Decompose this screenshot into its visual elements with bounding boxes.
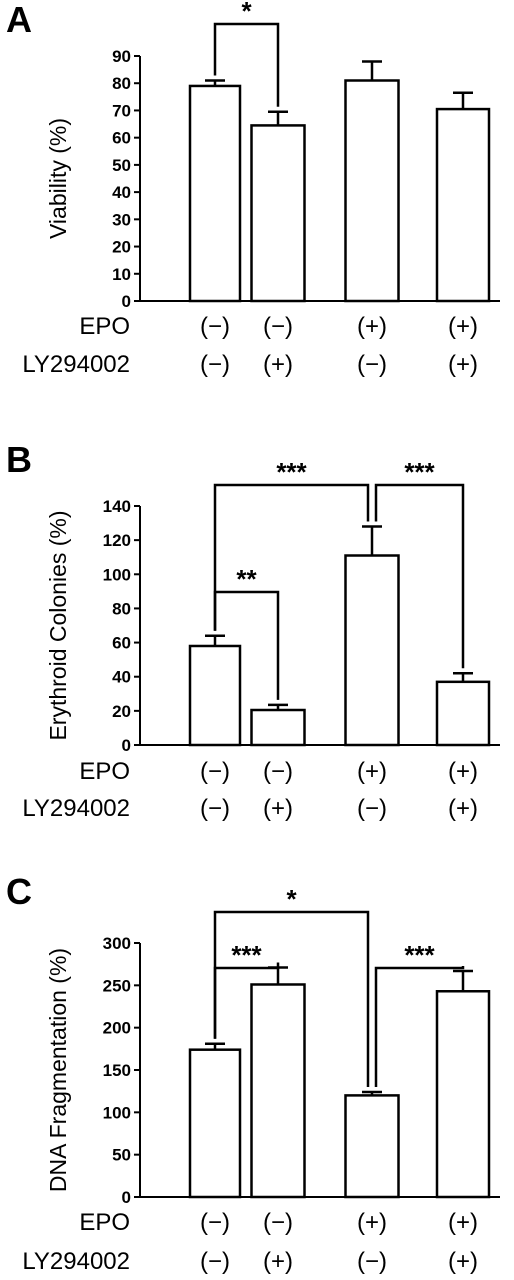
y-tick-label: 60 — [112, 129, 131, 148]
significance-label: *** — [404, 940, 435, 970]
condition-value: (+) — [263, 1248, 293, 1275]
condition-value: (+) — [448, 795, 478, 822]
bar — [435, 990, 491, 1199]
y-tick-label: 200 — [103, 1019, 131, 1038]
condition-value: (−) — [200, 1209, 230, 1236]
condition-label: EPO — [79, 758, 130, 785]
y-tick-label: 90 — [112, 47, 131, 66]
significance-bracket — [213, 910, 370, 1088]
y-tick-label: 250 — [103, 976, 131, 995]
condition-label: LY294002 — [22, 351, 130, 378]
bar — [250, 983, 306, 1199]
condition-value: (−) — [200, 1248, 230, 1275]
condition-label: LY294002 — [22, 795, 130, 822]
condition-value: (+) — [448, 1209, 478, 1236]
y-axis-label: DNA Fragmentation (%) — [45, 948, 71, 1192]
condition-value: (+) — [357, 313, 387, 340]
y-tick-label: 140 — [103, 497, 131, 516]
bar — [435, 680, 491, 747]
bar — [188, 1048, 242, 1199]
y-tick-label: 20 — [112, 702, 131, 721]
significance-label: *** — [276, 457, 307, 487]
bar — [250, 708, 306, 747]
y-tick-label: 30 — [112, 210, 131, 229]
bar — [250, 124, 306, 303]
bar — [188, 644, 242, 747]
condition-value: (−) — [200, 313, 230, 340]
condition-value: (−) — [263, 758, 293, 785]
y-tick-label: 40 — [112, 668, 131, 687]
significance-label: * — [286, 884, 297, 914]
condition-value: (−) — [357, 351, 387, 378]
bar — [435, 107, 491, 303]
y-tick-label: 150 — [103, 1061, 131, 1080]
y-tick-label: 60 — [112, 634, 131, 653]
panel-b: B 0 20 40 60 80 100 120 140 Erythroid Colonies (%… — [6, 439, 500, 822]
y-axis-label: Erythroid Colonies (%) — [45, 510, 71, 740]
condition-value: (+) — [357, 1209, 387, 1236]
y-tick-label: 80 — [112, 74, 131, 93]
condition-label: LY294002 — [22, 1248, 130, 1275]
y-tick-label: 120 — [103, 531, 131, 550]
condition-label: EPO — [79, 1209, 130, 1236]
panel-a: A 0 10 20 30 40 50 60 70 80 90 Viability (%) EPO (−) (… — [6, 0, 500, 378]
significance-bracket — [374, 483, 465, 669]
condition-value: (−) — [200, 758, 230, 785]
y-tick-label: 0 — [122, 1188, 131, 1207]
condition-value: (+) — [448, 1248, 478, 1275]
bar — [188, 84, 242, 303]
y-tick-label: 50 — [112, 1146, 131, 1165]
y-tick-label: 80 — [112, 599, 131, 618]
condition-value: (−) — [263, 313, 293, 340]
y-tick-label: 40 — [112, 183, 131, 202]
condition-value: (−) — [357, 795, 387, 822]
significance-label: *** — [231, 940, 262, 970]
condition-label: EPO — [79, 313, 130, 340]
condition-value: (+) — [263, 351, 293, 378]
panel-letter: B — [6, 439, 32, 480]
y-tick-label: 0 — [122, 292, 131, 311]
significance-bracket — [213, 483, 370, 631]
condition-value: (+) — [448, 313, 478, 340]
condition-value: (+) — [357, 758, 387, 785]
significance-label: *** — [404, 457, 435, 487]
condition-value: (−) — [263, 1209, 293, 1236]
y-tick-label: 10 — [112, 265, 131, 284]
panel-c: C 0 50 100 150 200 250 300 DNA Fragmentation (%)… — [6, 871, 500, 1275]
y-tick-label: 50 — [112, 156, 131, 175]
significance-label: ** — [236, 564, 257, 594]
bar — [344, 79, 400, 303]
y-tick-label: 300 — [103, 934, 131, 953]
condition-value: (−) — [357, 1248, 387, 1275]
y-tick-label: 20 — [112, 238, 131, 257]
significance-bracket — [213, 22, 280, 107]
bar — [344, 1094, 400, 1199]
bar — [344, 554, 400, 747]
condition-value: (+) — [263, 795, 293, 822]
condition-value: (+) — [448, 758, 478, 785]
y-tick-label: 70 — [112, 101, 131, 120]
condition-value: (+) — [448, 351, 478, 378]
significance-bracket — [374, 965, 465, 1088]
condition-value: (−) — [200, 351, 230, 378]
significance-label: * — [241, 0, 252, 26]
y-tick-label: 100 — [103, 565, 131, 584]
condition-value: (−) — [200, 795, 230, 822]
panel-letter: C — [6, 871, 32, 912]
y-axis-label: Viability (%) — [45, 118, 71, 239]
y-tick-label: 100 — [103, 1103, 131, 1122]
panel-letter: A — [6, 0, 32, 40]
y-tick-label: 0 — [122, 736, 131, 755]
